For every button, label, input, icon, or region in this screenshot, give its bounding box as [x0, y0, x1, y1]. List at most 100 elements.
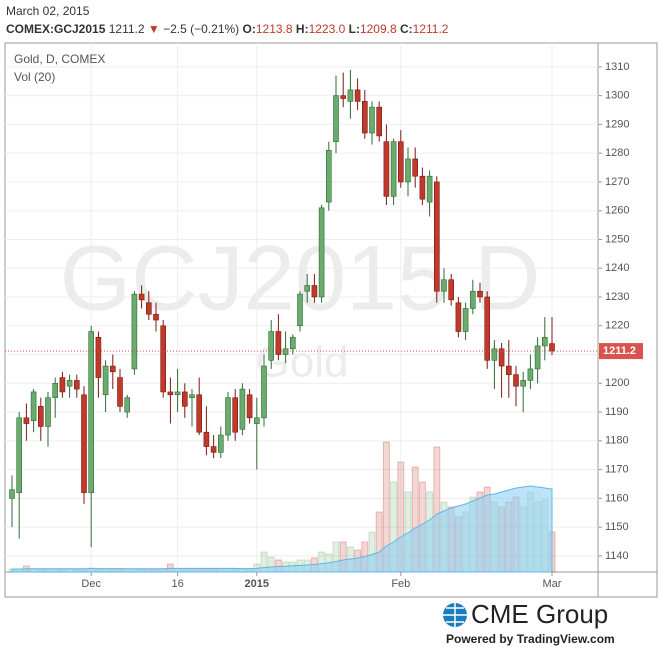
logo-globe-lines [443, 603, 467, 627]
candle-body [66, 380, 73, 387]
symbol: COMEX:GCJ2015 [6, 22, 106, 36]
candle-body [52, 382, 59, 398]
candle-body [88, 331, 94, 493]
last-price-box [599, 343, 643, 360]
candle-body [505, 365, 512, 375]
candle-body [282, 348, 289, 355]
candle-body [138, 293, 145, 301]
candle-body [124, 397, 130, 413]
candle-body [325, 149, 332, 203]
candle-body [74, 380, 80, 390]
date: March 02, 2015 [6, 4, 90, 18]
x-tick-label: Dec [81, 578, 101, 590]
y-tick-label: 1190 [605, 406, 629, 418]
y-tick-label: 1240 [605, 262, 629, 274]
candle-body [426, 175, 433, 203]
y-tick-label: 1300 [605, 90, 629, 102]
candle-body [541, 336, 548, 347]
change: −2.5 (−0.21%) [163, 22, 239, 36]
candle-body [477, 290, 483, 298]
y-tick-label: 1140 [605, 550, 629, 562]
candle-body [527, 368, 534, 381]
quote-line: COMEX:GCJ2015 1211.2 ▼ −2.5 (−0.21%) O:1… [6, 22, 449, 36]
y-tick-label: 1160 [605, 492, 629, 504]
x-tick-label: 2015 [245, 578, 269, 590]
candle-body [218, 434, 224, 453]
legend-title: Gold, D, COMEX [14, 52, 105, 66]
y-tick-label: 1230 [605, 291, 629, 303]
candle-body [254, 417, 260, 424]
last-price-label: 1211.2 [603, 345, 636, 357]
candle-body [232, 397, 238, 433]
candle-body [95, 336, 102, 378]
y-tick-label: 1250 [605, 233, 629, 245]
candle-body [275, 331, 282, 355]
candle-body [246, 394, 253, 419]
y-tick-label: 1260 [605, 205, 629, 217]
x-tick-label: Mar [543, 578, 562, 590]
o-value: 1213.8 [256, 22, 293, 36]
candle-body [304, 285, 311, 292]
arrow: ▼ [148, 22, 160, 36]
candle-body [376, 106, 383, 137]
candle-body [354, 89, 361, 102]
h-value: 1223.0 [309, 22, 346, 36]
c-value: 1211.2 [413, 22, 449, 36]
candle-body [210, 446, 217, 453]
y-tick-label: 1310 [605, 61, 629, 73]
candle-body [117, 377, 123, 407]
candle-body [318, 207, 325, 298]
candle-body [81, 394, 87, 493]
price: 1211.2 [109, 22, 145, 36]
x-tick-label: Feb [391, 578, 410, 590]
candle-body [146, 302, 152, 315]
candle-body [433, 181, 440, 292]
volume-label: Vol (20) [14, 70, 55, 84]
candle-body [390, 141, 397, 197]
candle-body [189, 394, 195, 398]
y-tick-label: 1150 [605, 521, 629, 533]
candle-body [268, 331, 275, 361]
candle-body [203, 431, 210, 447]
plot [5, 43, 598, 573]
candle-body [16, 417, 23, 493]
candle-body [333, 95, 339, 142]
frame [4, 42, 658, 598]
candle-body [289, 336, 296, 350]
candle-body [534, 345, 541, 370]
volume-ma-area [11, 485, 553, 573]
candle-body [59, 377, 66, 393]
candle-body [110, 365, 116, 373]
logo: CME Group Powered by TradingView.com [443, 599, 615, 646]
candle-body [160, 325, 166, 393]
candle-body [513, 374, 519, 387]
candle-body [469, 290, 476, 309]
candle-body [131, 293, 138, 370]
y-tick-label: 1270 [605, 176, 629, 188]
h-label: H: [296, 22, 309, 36]
x-tick-label: 16 [171, 578, 183, 590]
candle-body [9, 489, 15, 499]
y-tick-label: 1200 [605, 377, 629, 389]
candle-body [491, 348, 498, 361]
powered-by: Powered by TradingView.com [446, 632, 615, 646]
candle-body [412, 158, 419, 177]
candle-body [455, 302, 462, 332]
candle-body [102, 365, 109, 396]
candle-body [520, 380, 527, 387]
candle-body [182, 391, 188, 407]
candle-body [405, 158, 411, 183]
candle-body [498, 348, 505, 367]
candle-body [45, 397, 51, 427]
candle-body [261, 365, 267, 419]
c-label: C: [400, 22, 413, 36]
candle-body [383, 141, 390, 197]
candle-body [462, 308, 469, 332]
candle-body [419, 175, 426, 200]
candle-body [311, 285, 318, 298]
candle-body [369, 106, 375, 134]
candle-body [153, 313, 159, 321]
candle-body [441, 279, 447, 292]
logo-text: CME Group [471, 599, 608, 629]
